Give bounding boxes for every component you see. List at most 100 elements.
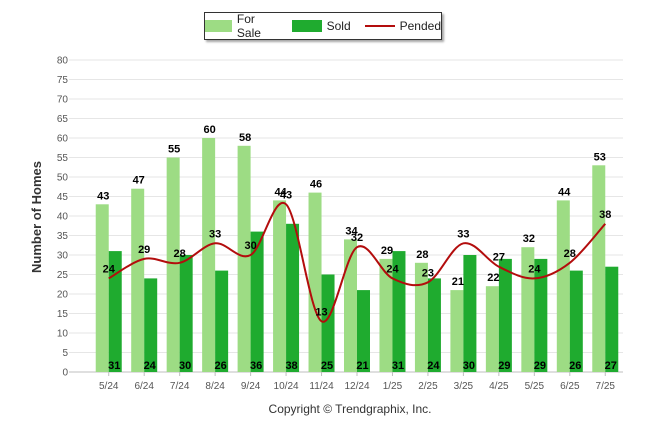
legend-item-pended[interactable]: Pended — [364, 19, 441, 33]
for-sale-data-label: 28 — [416, 249, 428, 261]
for-sale-bar — [414, 262, 428, 372]
x-tick-label: 10/24 — [274, 381, 299, 392]
sold-data-label: 30 — [179, 360, 191, 372]
x-tick-label: 4/25 — [489, 381, 509, 392]
pended-data-label: 38 — [599, 209, 611, 221]
for-sale-bar — [308, 192, 322, 372]
sold-bar — [569, 270, 583, 372]
pended-line-group — [108, 201, 607, 323]
for-sale-bar — [166, 157, 180, 372]
sold-data-label: 27 — [605, 360, 617, 372]
for-sale-bar — [485, 286, 499, 372]
sold-data-label: 31 — [392, 360, 404, 372]
for-sale-data-label: 44 — [274, 186, 287, 198]
sold-bar — [498, 258, 512, 372]
sold-data-label: 26 — [215, 360, 227, 372]
x-tick-label: 3/25 — [454, 381, 474, 392]
y-tick-label: 10 — [57, 329, 69, 340]
for-sale-data-label: 34 — [345, 225, 358, 237]
for-sale-bar — [450, 290, 464, 372]
x-tick-label: 7/25 — [596, 381, 616, 392]
sold-swatch — [291, 20, 322, 32]
legend-item-sold[interactable]: Sold — [291, 19, 351, 33]
sold-data-label: 38 — [285, 360, 297, 372]
for-sale-data-label: 53 — [594, 151, 606, 163]
sold-data-label: 21 — [356, 360, 368, 372]
for-sale-bar — [95, 204, 109, 372]
y-tick-label: 5 — [62, 348, 68, 359]
y-tick-label: 75 — [57, 75, 69, 86]
for-sale-data-label: 22 — [487, 272, 499, 284]
x-tick-label: 8/24 — [205, 381, 225, 392]
for-sale-data-label: 21 — [452, 276, 464, 288]
x-tick-label: 9/24 — [241, 381, 261, 392]
for-sale-data-label: 44 — [558, 186, 571, 198]
x-tick-label: 5/24 — [99, 381, 119, 392]
y-tick-label: 15 — [57, 309, 69, 320]
for-sale-data-label: 58 — [239, 132, 251, 144]
sold-data-label: 36 — [250, 360, 262, 372]
pended-data-label: 13 — [315, 306, 327, 318]
y-tick-label: 40 — [57, 212, 69, 223]
bars — [95, 138, 619, 372]
legend-label-for-sale: For Sale — [236, 12, 261, 40]
sold-data-label: 29 — [534, 360, 546, 372]
y-tick-label: 65 — [57, 114, 69, 125]
for-sale-data-label: 32 — [523, 233, 535, 245]
y-tick-label: 50 — [57, 173, 69, 184]
sold-data-label: 24 — [144, 360, 157, 372]
sold-bar — [179, 255, 193, 372]
pended-data-label: 24 — [386, 263, 399, 275]
for-sale-bar — [344, 239, 357, 372]
sold-bar — [144, 278, 158, 372]
sold-bar — [286, 223, 300, 372]
pended-data-label: 33 — [457, 228, 469, 240]
for-sale-data-label: 46 — [310, 179, 322, 191]
pended-data-label: 30 — [244, 240, 256, 252]
for-sale-bar — [592, 165, 606, 372]
x-tick-label: 7/24 — [170, 381, 190, 392]
y-tick-label: 35 — [57, 231, 69, 242]
legend-label-pended: Pended — [399, 19, 441, 33]
sold-data-label: 24 — [427, 360, 440, 372]
x-tick-label: 6/25 — [560, 381, 580, 392]
y-axis-ticks: 0 5 10 15 20 25 30 35 40 45 50 55 60 65 70 75 80 — [57, 56, 69, 379]
sold-data-label: 25 — [321, 360, 333, 372]
sold-data-label: 31 — [108, 360, 120, 372]
sold-bar — [108, 251, 122, 372]
y-tick-label: 45 — [57, 192, 69, 203]
for-sale-data-label: 60 — [204, 124, 216, 136]
sold-bar — [534, 258, 548, 372]
sold-bar — [392, 251, 406, 372]
pended-data-label: 32 — [351, 232, 363, 244]
legend: For Sale Sold Pended — [204, 12, 442, 40]
sold-bar — [463, 255, 477, 372]
sold-data-label: 30 — [463, 360, 475, 372]
pended-data-label: 33 — [209, 228, 221, 240]
pended-data-label: 29 — [138, 244, 150, 256]
for-sale-bar — [379, 258, 393, 372]
pended-swatch — [364, 25, 395, 27]
pended-data-label: 28 — [174, 248, 186, 260]
pended-data-label: 27 — [493, 252, 505, 264]
x-tick-label: 2/25 — [418, 381, 438, 392]
y-tick-label: 20 — [57, 290, 69, 301]
data-labels: 43 31 24 47 24 29 55 30 28 60 26 33 58 36 30 44 38 43 46 25… — [97, 124, 617, 372]
for-sale-data-label: 43 — [97, 190, 109, 202]
for-sale-bar — [273, 200, 287, 372]
sold-bar — [250, 231, 264, 372]
y-tick-label: 25 — [57, 270, 69, 281]
y-axis-label: Number of Homes — [29, 161, 44, 273]
pended-data-label: 28 — [564, 248, 576, 260]
sold-bar — [215, 270, 229, 372]
for-sale-data-label: 55 — [168, 144, 180, 156]
y-tick-label: 60 — [57, 134, 69, 145]
sold-data-label: 29 — [498, 360, 510, 372]
x-tick-label: 12/24 — [344, 381, 369, 392]
legend-item-for-sale[interactable]: For Sale — [205, 12, 278, 40]
sold-bar — [427, 278, 441, 372]
sold-data-label: 26 — [569, 360, 581, 372]
x-tick-label: 5/25 — [525, 381, 545, 392]
sold-bar — [605, 266, 619, 372]
